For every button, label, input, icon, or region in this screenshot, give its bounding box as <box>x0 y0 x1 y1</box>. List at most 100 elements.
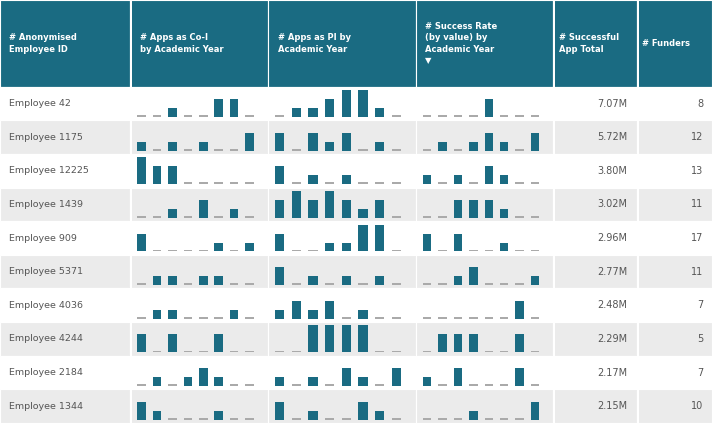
Bar <box>268 120 416 154</box>
Bar <box>308 200 318 218</box>
Bar <box>199 250 207 252</box>
Bar <box>515 182 524 184</box>
Bar <box>469 411 478 420</box>
Bar <box>275 133 284 151</box>
Bar <box>358 377 367 386</box>
Bar <box>246 182 254 184</box>
Bar <box>515 418 524 420</box>
Bar <box>152 351 161 352</box>
Bar <box>515 283 524 285</box>
Bar <box>184 283 192 285</box>
Bar <box>168 142 177 151</box>
Bar <box>325 418 334 420</box>
Bar <box>500 384 508 386</box>
Bar <box>0 221 130 255</box>
Bar <box>553 120 637 154</box>
Bar <box>392 182 401 184</box>
Bar <box>375 276 384 285</box>
Bar <box>268 154 416 188</box>
Bar <box>500 175 508 184</box>
Bar <box>484 166 493 184</box>
Bar <box>292 301 301 319</box>
Bar <box>214 149 223 151</box>
Text: 5.72M: 5.72M <box>597 132 627 142</box>
Bar <box>438 317 446 319</box>
Bar <box>325 283 334 285</box>
Bar <box>184 216 192 218</box>
Bar <box>342 418 351 420</box>
Bar <box>416 188 553 221</box>
Bar <box>469 250 478 252</box>
Bar <box>500 418 508 420</box>
Bar <box>423 317 431 319</box>
Bar <box>184 351 192 352</box>
Bar <box>268 389 416 423</box>
Bar <box>484 250 493 252</box>
Text: # Apps as Co-I
by Academic Year: # Apps as Co-I by Academic Year <box>140 33 224 54</box>
Bar <box>454 317 462 319</box>
Bar <box>214 182 223 184</box>
Bar <box>325 99 334 117</box>
Bar <box>423 149 431 151</box>
Bar <box>515 216 524 218</box>
Bar <box>325 242 334 252</box>
Bar <box>230 209 239 218</box>
Text: 2.17M: 2.17M <box>597 368 627 378</box>
Text: 10: 10 <box>691 401 703 411</box>
Bar <box>0 356 130 389</box>
Bar <box>152 216 161 218</box>
Bar <box>553 188 637 221</box>
Bar <box>637 389 712 423</box>
Bar <box>308 276 318 285</box>
Bar <box>342 325 351 352</box>
Text: 7: 7 <box>697 368 703 378</box>
Text: 11: 11 <box>691 266 703 277</box>
Bar <box>392 250 401 252</box>
Bar <box>500 142 508 151</box>
Bar <box>553 356 637 389</box>
Bar <box>423 418 431 420</box>
Bar <box>342 200 351 218</box>
Text: Employee 2184: Employee 2184 <box>9 368 83 377</box>
Text: # Successful
App Total: # Successful App Total <box>559 33 619 54</box>
Bar <box>308 310 318 319</box>
Bar <box>308 250 318 252</box>
Bar <box>342 133 351 151</box>
Bar <box>553 0 555 423</box>
Bar <box>484 351 493 352</box>
Bar <box>438 283 446 285</box>
Bar <box>152 411 161 420</box>
Text: 3.80M: 3.80M <box>597 166 627 176</box>
Bar <box>230 283 239 285</box>
Bar <box>423 175 431 184</box>
Bar <box>454 368 462 386</box>
Bar <box>308 411 318 420</box>
Bar <box>230 182 239 184</box>
Bar <box>438 216 446 218</box>
Bar <box>130 221 268 255</box>
Bar <box>230 250 239 252</box>
Bar <box>292 149 301 151</box>
Bar <box>268 221 416 255</box>
Text: 2.96M: 2.96M <box>597 233 627 243</box>
Bar <box>416 87 553 120</box>
Bar <box>246 418 254 420</box>
Bar <box>358 310 367 319</box>
Bar <box>268 356 416 389</box>
Text: Employee 12225: Employee 12225 <box>9 166 89 175</box>
Bar <box>268 0 416 87</box>
Text: Employee 1439: Employee 1439 <box>9 200 83 209</box>
Text: 17: 17 <box>691 233 703 243</box>
Bar <box>531 317 540 319</box>
Bar <box>392 149 401 151</box>
Bar <box>0 154 130 188</box>
Bar <box>416 255 553 288</box>
Bar <box>152 115 161 117</box>
Bar <box>0 87 130 120</box>
Bar <box>500 115 508 117</box>
Bar <box>531 182 540 184</box>
Bar <box>130 154 268 188</box>
Bar <box>484 317 493 319</box>
Bar <box>392 216 401 218</box>
Bar <box>484 384 493 386</box>
